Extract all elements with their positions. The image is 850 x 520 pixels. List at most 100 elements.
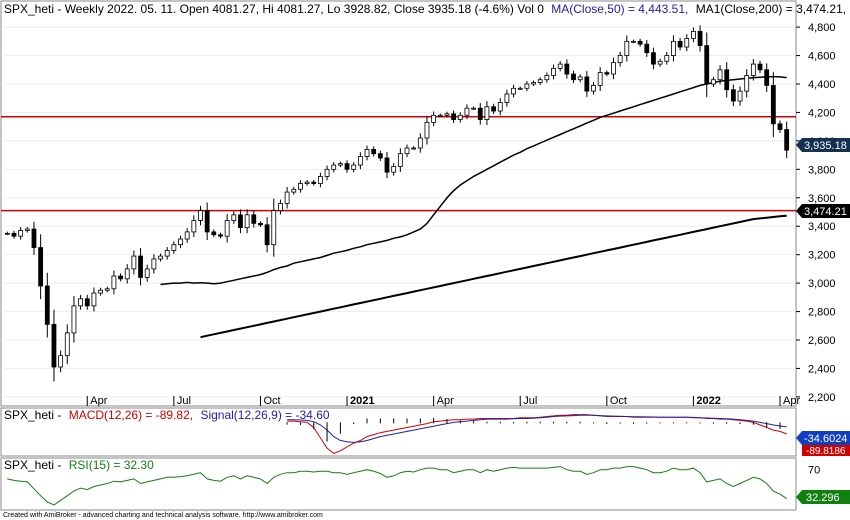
- horizontal-lines: [1, 115, 796, 212]
- candle-body: [584, 76, 590, 92]
- candle-body: [317, 176, 323, 184]
- candle-body: [78, 298, 84, 307]
- candle-body: [417, 137, 423, 149]
- candle-body: [777, 123, 783, 130]
- candle-body: [231, 214, 237, 221]
- rsi-badge-text: 32.296: [806, 492, 840, 504]
- candle-body: [284, 191, 290, 204]
- candle-body: [424, 122, 430, 139]
- candle-body: [704, 45, 710, 85]
- candle-body: [244, 214, 250, 229]
- candle-body: [711, 79, 716, 85]
- y-tick-label: 4,800: [808, 22, 836, 34]
- candle-body: [571, 73, 576, 81]
- candle-body: [24, 228, 30, 231]
- candle-body: [477, 107, 483, 120]
- candle-body: [557, 63, 563, 69]
- y-tick-label: 3,600: [808, 193, 836, 205]
- candle-body: [371, 149, 377, 155]
- x-tick-label: Oct: [263, 395, 280, 407]
- x-axis: Apr Jul Oct 2021 Apr Jul Oct 2022 Apr: [86, 395, 800, 407]
- footer-credit: Created with AmiBroker - advanced charti…: [3, 512, 323, 519]
- candle-body: [691, 30, 696, 39]
- candle-body: [604, 72, 610, 75]
- candle-body: [357, 156, 363, 166]
- candle-body: [657, 60, 663, 65]
- candle-body: [211, 231, 217, 236]
- candle-body: [178, 238, 183, 246]
- candle-body: [344, 163, 350, 170]
- candle-body: [118, 275, 123, 280]
- candle-body: [238, 214, 243, 229]
- candle-body: [191, 220, 197, 233]
- candle-body: [4, 232, 10, 235]
- macd-badge-text: -89.8186: [806, 446, 846, 457]
- candle-body: [311, 181, 317, 184]
- candle-body: [471, 107, 477, 110]
- y-tick-label: 2,600: [808, 335, 836, 347]
- header-main: SPX_heti - Weekly 2022. 05. 11. Open 408…: [4, 2, 544, 16]
- candle-body: [671, 40, 676, 56]
- price-badge: 3,935.18: [796, 138, 850, 152]
- candle-body: [624, 40, 630, 56]
- candle-body: [11, 232, 17, 237]
- rsi-header: SPX_heti - RSI(15) = 32.30: [4, 458, 154, 472]
- candle-body: [730, 89, 736, 102]
- candle-body: [104, 288, 110, 291]
- ma50-path: [160, 75, 787, 286]
- rsi-header-sym: SPX_heti -: [4, 458, 61, 472]
- x-tick-label: 2021: [350, 395, 374, 407]
- candle-body: [304, 181, 310, 184]
- y-tick-label: 4,600: [808, 51, 836, 63]
- rsi-badge: 32.296: [796, 490, 850, 504]
- candle-body: [531, 82, 536, 85]
- macd-path: [287, 414, 787, 454]
- price-grid: [4, 26, 796, 398]
- candle-body: [131, 255, 137, 270]
- candle-body: [71, 305, 77, 334]
- rsi-header-rsi: RSI(15) = 32.30: [69, 458, 154, 472]
- candle-body: [764, 69, 770, 86]
- candle-body: [637, 40, 643, 45]
- candle-body: [144, 268, 150, 278]
- candle-body: [204, 210, 210, 233]
- signal-badge: -34.6024: [796, 431, 850, 445]
- candle-body: [517, 87, 523, 90]
- price-panel-frame: [0, 0, 797, 407]
- candle-body: [298, 183, 303, 190]
- header-ma200: MA1(Close,200) = 3,474.21,: [696, 2, 846, 16]
- y-tick-label: 4,200: [808, 107, 836, 119]
- price-badge-text: 3,935.18: [804, 140, 847, 152]
- candle-body: [651, 52, 656, 65]
- y-tick-label: 4,400: [808, 79, 836, 91]
- candle-body: [564, 63, 570, 75]
- macd-header: SPX_heti - MACD(12,26) = -89.82, Signal(…: [4, 408, 330, 422]
- candle-body: [444, 113, 450, 116]
- macd-lines: [286, 414, 787, 454]
- ma200-line: [200, 214, 787, 339]
- candle-body: [98, 289, 103, 294]
- x-tick-label: Oct: [610, 395, 627, 407]
- candle-body: [737, 90, 743, 102]
- macd-header-signal: Signal(12,26,9) = -34.60: [200, 408, 329, 422]
- candle-body: [184, 231, 190, 240]
- candle-body: [198, 210, 203, 221]
- candle-body: [351, 164, 357, 170]
- candle-body: [757, 63, 763, 71]
- candle-body: [264, 224, 270, 246]
- candle-body: [431, 114, 437, 123]
- rsi-panel-frame: [0, 457, 797, 511]
- candle-body: [58, 355, 64, 368]
- candle-body: [377, 153, 383, 159]
- candle-body: [664, 55, 670, 62]
- candle-body: [18, 230, 24, 237]
- candle-body: [437, 114, 443, 117]
- rsi-line: [7, 466, 787, 506]
- candle-body: [750, 63, 756, 76]
- candle-body: [158, 255, 163, 260]
- candle-body: [291, 188, 297, 193]
- candle-body: [271, 210, 277, 246]
- ma200-badge: 3,474.21: [796, 204, 850, 218]
- candle-body: [631, 40, 636, 43]
- y-tick-label: 2,800: [808, 307, 836, 319]
